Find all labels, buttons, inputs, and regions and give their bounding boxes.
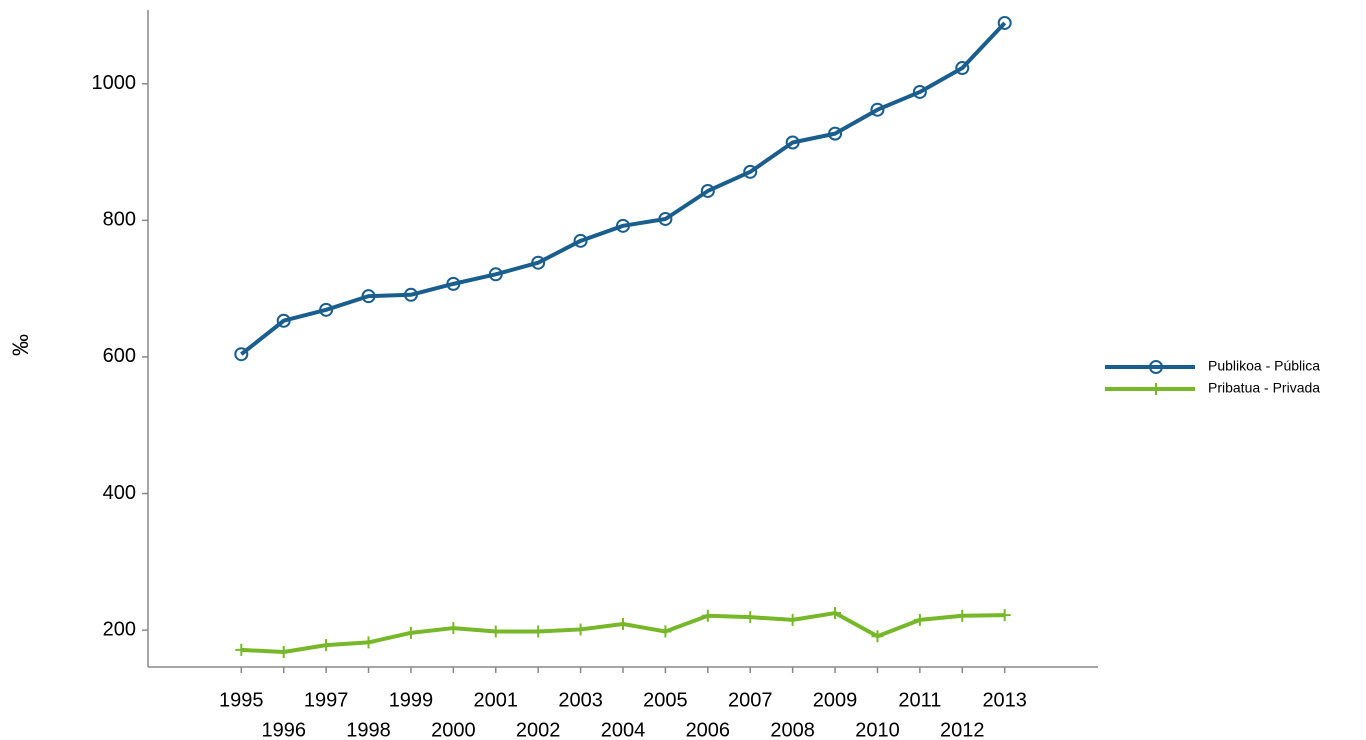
point [403,287,418,302]
point [743,164,758,179]
point [658,211,673,226]
point [361,289,376,304]
line [240,21,1007,356]
point [870,102,885,117]
point [913,613,926,626]
point [871,630,884,643]
point [446,276,461,291]
x-tick-label: 1998 [346,719,391,740]
point [786,613,799,626]
y-tick-label: 600 [103,345,136,367]
point [912,84,927,99]
point [956,609,969,622]
point [997,15,1012,30]
point [447,622,460,635]
point [617,617,629,630]
point [531,255,546,270]
legend-marker [1149,360,1163,374]
y-axis-label: ‰ [8,334,33,356]
point [362,636,375,649]
x-tick-label: 2003 [558,689,603,711]
point [532,625,545,638]
point [701,609,714,622]
point [319,302,334,317]
x-tick-label: 1997 [304,689,349,711]
point [659,625,672,638]
point [276,313,291,328]
x-tick-label: 2001 [474,689,519,711]
point [744,611,757,624]
point [234,347,249,362]
point [489,625,502,638]
x-tick-label: 2002 [516,719,561,740]
y-tick-label: 1000 [92,72,137,94]
point [277,645,290,658]
legend-marker [1150,383,1162,395]
point [404,626,417,639]
point [616,218,630,233]
point [574,623,587,636]
point [488,267,503,282]
x-tick-label: 2011 [898,689,941,711]
point [785,135,800,150]
point [235,643,248,656]
point [320,639,333,652]
point [955,61,970,76]
x-tick-label: 2007 [728,689,773,711]
point [573,233,588,248]
x-tick-label: 1999 [389,689,434,711]
x-tick-label: 2004 [601,719,646,740]
legend-label: Publikoa - Pública [1208,358,1320,374]
x-tick-label: 2012 [940,719,985,740]
x-tick-label: 1996 [261,719,306,740]
legend-label: Pribatua - Privada [1208,380,1320,396]
y-tick-label: 800 [103,209,136,231]
point [829,607,842,620]
x-tick-label: 2000 [431,719,476,740]
point [700,183,715,198]
y-tick-label: 200 [103,618,136,640]
x-tick-label: 2009 [813,689,858,711]
point [998,609,1011,622]
x-tick-label: 2006 [686,719,731,740]
x-tick-label: 2010 [855,719,900,740]
x-tick-label: 2013 [982,689,1027,711]
x-tick-label: 2008 [770,719,815,740]
x-tick-label: 2005 [643,689,688,711]
point [828,126,843,141]
x-tick-label: 1995 [219,689,264,711]
y-tick-label: 400 [103,482,136,504]
